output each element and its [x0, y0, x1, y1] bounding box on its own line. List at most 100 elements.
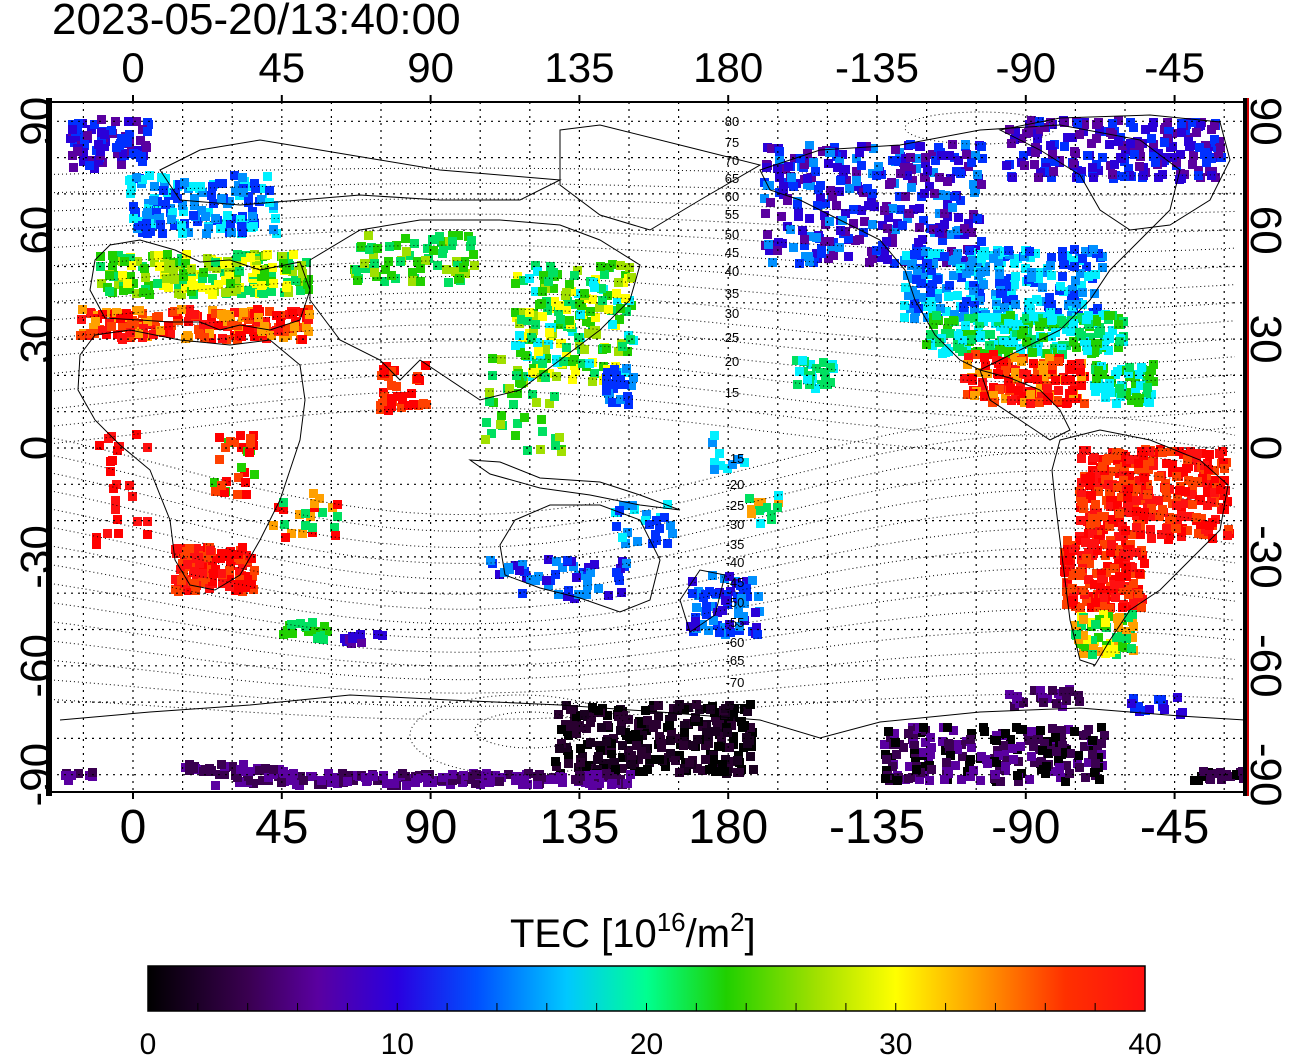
tec-cell: [994, 259, 1003, 268]
tec-cell: [179, 272, 188, 281]
tec-cell: [1119, 317, 1128, 326]
tec-cell: [725, 572, 734, 581]
tec-cell: [296, 323, 305, 332]
tec-cell: [1037, 392, 1046, 401]
tec-cell: [324, 778, 333, 787]
tec-cell: [1173, 693, 1182, 702]
tec-cell: [238, 228, 247, 237]
tec-cell: [1087, 139, 1096, 148]
tec-cell: [600, 270, 609, 279]
top-lon-tick-label: 180: [693, 44, 763, 91]
tec-cell: [1013, 692, 1022, 701]
tec-cell: [1006, 311, 1015, 320]
tec-cell: [740, 721, 749, 730]
tec-cell: [552, 557, 561, 566]
tec-cell: [921, 738, 930, 747]
tec-cell: [1097, 512, 1106, 521]
tec-cell: [1088, 750, 1097, 759]
tec-cell: [1005, 125, 1014, 134]
tec-cell: [952, 740, 961, 749]
tec-cell: [139, 324, 148, 333]
tec-cell: [624, 746, 633, 755]
tec-cell: [1178, 708, 1187, 717]
tec-cell: [969, 281, 978, 290]
tec-cell: [1167, 447, 1176, 456]
tec-cell: [288, 776, 297, 785]
tec-cell: [125, 481, 134, 490]
tec-cell: [1145, 447, 1154, 456]
tec-cell: [562, 305, 571, 314]
tec-cell: [805, 380, 814, 389]
tec-cell: [114, 251, 123, 260]
tec-cell: [898, 221, 907, 230]
tec-cell: [257, 327, 266, 336]
tec-cell: [469, 250, 478, 259]
tec-cell: [428, 778, 437, 787]
tec-cell: [596, 746, 605, 755]
tec-cell: [923, 259, 932, 268]
tec-cell: [380, 392, 389, 401]
tec-cell: [616, 726, 625, 735]
tec-cell: [143, 317, 152, 326]
tec-cell: [218, 574, 227, 583]
tec-cell: [1073, 119, 1082, 128]
tec-cell: [1049, 167, 1058, 176]
tec-cell: [1134, 370, 1143, 379]
tec-cell: [198, 188, 207, 197]
tec-cell: [289, 769, 298, 778]
tec-cell: [184, 228, 193, 237]
tec-cell: [969, 766, 978, 775]
tec-cell: [1081, 474, 1090, 483]
tec-cell: [654, 712, 663, 721]
tec-cell: [862, 142, 871, 151]
tec-cell: [915, 142, 924, 151]
tec-cell: [1127, 699, 1136, 708]
tec-cell: [1123, 493, 1132, 502]
tec-cell: [276, 318, 285, 327]
contour-line: [50, 198, 1236, 215]
tec-cell: [884, 213, 893, 222]
tec-cell: [1089, 644, 1098, 653]
tec-cell: [177, 221, 186, 230]
tec-cell: [715, 628, 724, 637]
tec-cell: [1077, 372, 1086, 381]
tec-cell: [1020, 252, 1029, 261]
tec-cell: [954, 226, 963, 235]
right-lat-tick-label: -30: [1241, 525, 1290, 589]
tec-cell: [470, 261, 479, 270]
tec-cell: [798, 226, 807, 235]
tec-cell: [1158, 505, 1167, 514]
tec-cell: [1095, 615, 1104, 624]
tec-cell: [919, 748, 928, 757]
tec-cell: [819, 358, 828, 367]
tec-cell: [1033, 375, 1042, 384]
tec-cell: [989, 254, 998, 263]
tec-cell: [803, 180, 812, 189]
tec-cell: [1079, 586, 1088, 595]
tec-cell: [920, 189, 929, 198]
tec-cell: [1020, 161, 1029, 170]
tec-cell: [1091, 270, 1100, 279]
tec-cell: [936, 304, 945, 313]
tec-cell: [356, 630, 365, 639]
tec-cell: [941, 329, 950, 338]
tec-cell: [541, 373, 550, 382]
tec-cell: [595, 770, 604, 779]
tec-cell: [166, 260, 175, 269]
tec-cell: [117, 160, 126, 169]
tec-cell: [933, 294, 942, 303]
tec-cell: [907, 261, 916, 270]
tec-cell: [392, 382, 401, 391]
tec-cell: [310, 499, 319, 508]
tec-cell: [282, 265, 291, 274]
tec-cell: [1004, 376, 1013, 385]
tec-cell: [1124, 551, 1133, 560]
tec-cell: [989, 383, 998, 392]
tec-cell: [1140, 559, 1149, 568]
tec-cell: [235, 580, 244, 589]
tec-cell: [187, 287, 196, 296]
tec-cell: [811, 384, 820, 393]
tec-cell: [1078, 254, 1087, 263]
tec-cell: [1088, 513, 1097, 522]
tec-cell: [96, 147, 105, 156]
